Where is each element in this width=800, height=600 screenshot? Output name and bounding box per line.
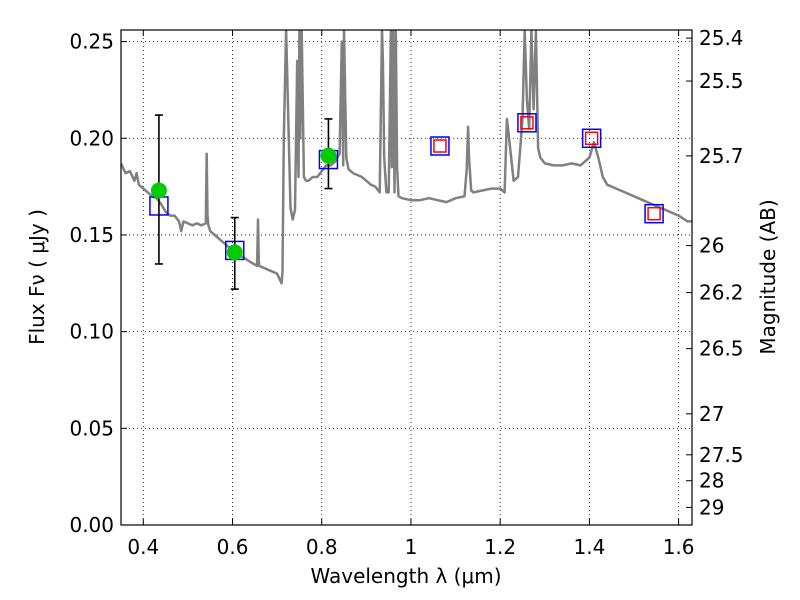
- x-tick-label: 0.8: [306, 535, 338, 559]
- mag-tick-label: 26.2: [699, 281, 744, 305]
- mag-tick-label: 25.5: [699, 69, 744, 93]
- mag-tick-label: 25.4: [699, 26, 744, 50]
- x-tick-label: 0.4: [127, 535, 159, 559]
- model-sed-line: [121, 30, 692, 285]
- series-observed: [150, 114, 337, 290]
- x-tick-label: 1.4: [573, 535, 605, 559]
- mag-tick-label: 26: [699, 234, 724, 258]
- x-tick-label: 1.2: [484, 535, 516, 559]
- series-upper-limits: [433, 116, 661, 221]
- upper-limit-point: [433, 139, 447, 153]
- series-model-sed: [121, 30, 692, 285]
- mag-tick-label: 26.5: [699, 337, 744, 361]
- y-tick-label: 0.25: [69, 30, 114, 54]
- model-photometry-point: [581, 128, 602, 149]
- model-photometry-point: [517, 113, 537, 133]
- y2-axis-title: Magnitude (AB): [756, 199, 780, 354]
- model-photometry-point: [430, 136, 450, 156]
- y-tick-label: 0.10: [69, 320, 114, 344]
- x-tick-label: 1.6: [663, 535, 695, 559]
- mag-tick-label: 28: [699, 469, 724, 493]
- axis-ticks: 0.4 0.6 0.8 1 1.2 1.4 1.6 0.00 0.05 0.10 0.15 0.20 0…: [69, 26, 743, 559]
- y-tick-label: 0.15: [69, 223, 114, 247]
- x-axis-title: Wavelength λ (μm): [310, 564, 501, 588]
- y-tick-label: 0.20: [69, 126, 114, 150]
- model-photometry-point: [644, 203, 664, 224]
- upper-limit-point: [520, 116, 534, 130]
- y-tick-label: 0.00: [69, 513, 114, 537]
- upper-limit-point: [584, 131, 599, 146]
- mag-tick-label: 27.5: [699, 443, 744, 467]
- plot-frame: [120, 29, 693, 526]
- mag-tick-label: 29: [699, 495, 724, 519]
- grid: [121, 30, 692, 526]
- y-tick-label: 0.05: [69, 416, 114, 440]
- mag-tick-label: 27: [699, 402, 724, 426]
- observed-point: [150, 182, 167, 199]
- x-tick-label: 1: [405, 535, 418, 559]
- observed-point: [226, 244, 243, 261]
- mag-tick-label: 25.7: [699, 144, 744, 168]
- y-axis-title: Flux Fν ( μJy ): [25, 209, 49, 345]
- observed-point: [320, 147, 337, 164]
- x-tick-label: 0.6: [217, 535, 249, 559]
- upper-limit-point: [647, 206, 661, 221]
